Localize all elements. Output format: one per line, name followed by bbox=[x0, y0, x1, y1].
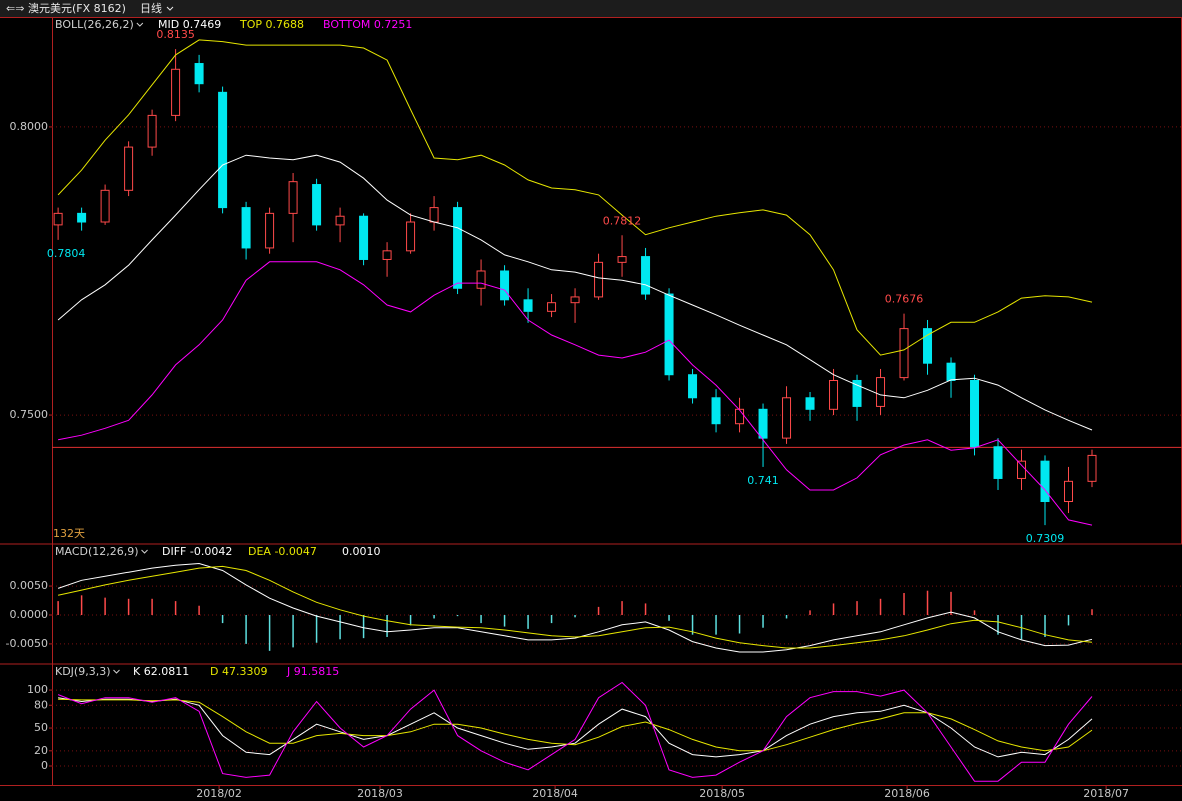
legend-entry: BOTTOM 0.7251 bbox=[323, 18, 412, 31]
candle-body bbox=[100, 189, 110, 223]
extreme-label: 0.7812 bbox=[603, 214, 642, 227]
candle-body bbox=[735, 408, 745, 425]
candle-body bbox=[758, 408, 768, 439]
extreme-label: 0.7676 bbox=[885, 293, 924, 306]
candle-body bbox=[946, 362, 956, 381]
candle-body bbox=[899, 328, 909, 379]
legend-entry: TOP 0.7688 bbox=[239, 18, 304, 31]
series-line bbox=[58, 698, 1093, 752]
candle-body bbox=[570, 296, 580, 304]
candle-body bbox=[970, 379, 980, 448]
period-label[interactable]: 日线 bbox=[140, 1, 162, 15]
instrument-title: 澳元美元(FX 8162) bbox=[28, 2, 126, 15]
candle-body bbox=[218, 91, 228, 209]
candle-body bbox=[805, 397, 815, 410]
y-tick-label: 0.7500 bbox=[10, 408, 49, 421]
period-chevron bbox=[166, 6, 174, 11]
candle-body bbox=[923, 328, 933, 364]
candle-body bbox=[359, 215, 369, 260]
y-tick-label: 20 bbox=[34, 744, 48, 757]
x-tick-label: 2018/03 bbox=[357, 787, 403, 800]
candle-body bbox=[782, 397, 792, 439]
extreme-label: 0.741 bbox=[747, 474, 779, 487]
candle-body bbox=[429, 207, 439, 223]
candle-body bbox=[688, 374, 698, 399]
candle-body bbox=[547, 302, 557, 312]
candle-body bbox=[617, 256, 627, 263]
candle-body bbox=[1017, 460, 1027, 479]
series-line bbox=[58, 697, 1093, 758]
series-line bbox=[57, 154, 1093, 431]
candle-body bbox=[711, 397, 721, 425]
candle-body bbox=[453, 207, 463, 289]
candle-body bbox=[829, 379, 839, 410]
indicator-chevron bbox=[136, 22, 144, 27]
candle-body bbox=[1040, 460, 1050, 503]
candle-body bbox=[406, 221, 416, 252]
candle-body bbox=[594, 261, 604, 298]
top-bar bbox=[0, 0, 1182, 17]
candle-body bbox=[77, 212, 87, 223]
candle-body bbox=[664, 293, 674, 376]
candle-body bbox=[1087, 454, 1097, 482]
x-tick-label: 2018/04 bbox=[532, 787, 578, 800]
indicator-name: BOLL(26,26,2) bbox=[55, 18, 134, 31]
back-arrows[interactable]: ⇐⇒ bbox=[6, 2, 24, 15]
candle-body bbox=[1064, 480, 1074, 503]
x-tick-label: 2018/07 bbox=[1083, 787, 1129, 800]
legend-entry: DEA -0.0047 bbox=[248, 545, 317, 558]
candle-body bbox=[194, 63, 204, 85]
x-tick-label: 2018/02 bbox=[196, 787, 242, 800]
y-tick-label: 0.0000 bbox=[10, 608, 49, 621]
series-line bbox=[58, 261, 1093, 526]
indicator-name: KDJ(9,3,3) bbox=[55, 665, 111, 678]
series-line bbox=[57, 681, 1093, 782]
indicator-chevron bbox=[113, 669, 120, 674]
candle-body bbox=[53, 212, 63, 226]
candle-body bbox=[382, 250, 392, 260]
candle-body bbox=[500, 270, 510, 301]
candle-body bbox=[641, 256, 651, 295]
y-tick-label: 100 bbox=[27, 683, 48, 696]
candle-body bbox=[241, 207, 251, 249]
candle-body bbox=[288, 181, 298, 214]
y-tick-label: -0.0050 bbox=[6, 637, 48, 650]
candle-body bbox=[171, 68, 181, 116]
y-tick-label: 0.8000 bbox=[10, 120, 49, 133]
legend-entry: DIFF -0.0042 bbox=[162, 545, 232, 558]
candle-body bbox=[147, 114, 157, 148]
y-tick-label: 0 bbox=[41, 759, 48, 772]
candle-body bbox=[993, 446, 1003, 479]
x-tick-label: 2018/06 bbox=[884, 787, 930, 800]
candle-body bbox=[124, 146, 134, 191]
series-line bbox=[57, 39, 1093, 356]
candle-body bbox=[265, 212, 275, 249]
candle-body bbox=[312, 184, 322, 226]
legend-entry: 0.0010 bbox=[342, 545, 381, 558]
extreme-label: 0.7804 bbox=[47, 247, 86, 260]
candle-body bbox=[335, 215, 345, 226]
day-count: 132天 bbox=[53, 527, 85, 540]
legend-entry: K 62.0811 bbox=[133, 665, 189, 678]
legend-entry: J 91.5815 bbox=[286, 665, 339, 678]
y-tick-label: 80 bbox=[34, 698, 48, 711]
extreme-label: 0.7309 bbox=[1026, 532, 1065, 545]
legend-entry: D 47.3309 bbox=[210, 665, 267, 678]
x-tick-label: 2018/05 bbox=[699, 787, 745, 800]
candle-body bbox=[852, 379, 862, 407]
candle-body bbox=[876, 377, 886, 407]
indicator-name: MACD(12,26,9) bbox=[55, 545, 139, 558]
y-tick-label: 50 bbox=[34, 721, 48, 734]
extreme-label: 0.8135 bbox=[156, 28, 195, 41]
candle-body bbox=[476, 270, 486, 289]
legend-entry: MID 0.7469 bbox=[158, 18, 221, 31]
indicator-chevron bbox=[141, 549, 148, 554]
series-line bbox=[57, 562, 1093, 653]
candle-body bbox=[523, 299, 533, 312]
y-tick-label: 0.0050 bbox=[10, 579, 49, 592]
series-line bbox=[57, 565, 1093, 649]
